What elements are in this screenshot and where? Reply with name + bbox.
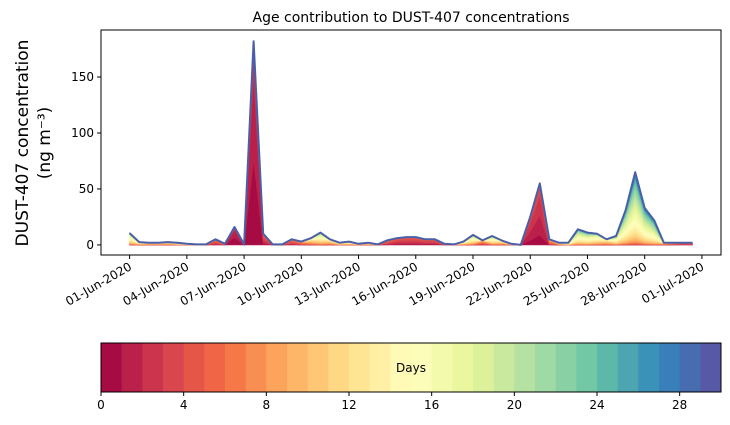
y-tick-label: 0 [86, 238, 94, 252]
colorbar-bin-20 [514, 343, 536, 392]
colorbar-bin-28 [679, 343, 701, 392]
area-layer-age-25 [129, 41, 693, 246]
area-layer-age-24 [129, 41, 693, 246]
colorbar-tick-label: 20 [507, 398, 522, 412]
plot-frame [100, 29, 722, 256]
area-layer-age-21 [129, 41, 693, 246]
stacked-areas [128, 40, 693, 246]
colorbar-bin-17 [452, 343, 474, 392]
colorbar-bin-22 [555, 343, 577, 392]
total-concentration-line [128, 40, 693, 246]
colorbar-bin-14 [390, 343, 412, 392]
y-tick-label: 150 [71, 70, 94, 84]
area-layer-age-3 [129, 41, 693, 246]
area-layer-age-17 [129, 41, 693, 246]
area-layer-age-14 [129, 41, 693, 246]
y-tick-label: 50 [79, 182, 94, 196]
area-layer-age-12 [129, 41, 693, 246]
area-layer-age-6 [129, 41, 693, 246]
area-layer-age-26 [129, 41, 693, 246]
colorbar-tick-label: 28 [672, 398, 687, 412]
colorbar-frame [100, 342, 722, 393]
area-layer-age-15 [129, 41, 693, 246]
colorbar-bin-24 [597, 343, 619, 392]
y-axis-label-line1: DUST-407 concentration [13, 40, 33, 247]
colorbar-bin-7 [245, 343, 267, 392]
x-axis-ticks: 01-Jun-202004-Jun-202007-Jun-202010-Jun-… [63, 255, 706, 309]
area-layer-age-19 [129, 41, 693, 246]
area-layer-age-8 [129, 41, 693, 246]
y-axis-ticks: 0 50 100 150 [71, 70, 101, 252]
colorbar-bin-6 [225, 343, 247, 392]
colorbar-bin-2 [142, 343, 164, 392]
colorbar-bin-8 [266, 343, 288, 392]
colorbar-bin-3 [163, 343, 185, 392]
colorbar-bin-15 [411, 343, 433, 392]
colorbar-bin-29 [700, 343, 722, 392]
area-layer-age-4 [129, 41, 693, 246]
area-layer-age-9 [129, 41, 693, 246]
area-layer-age-18 [129, 41, 693, 246]
colorbar-tick-label: 0 [97, 398, 105, 412]
colorbar-label: Days [396, 361, 426, 375]
chart-title: Age contribution to DUST-407 concentrati… [253, 10, 570, 26]
area-layer-age-28 [129, 41, 693, 246]
colorbar-bin-23 [576, 343, 598, 392]
colorbar-bin-16 [431, 343, 453, 392]
colorbar-tick-label: 8 [263, 398, 271, 412]
colorbar-bin-21 [535, 343, 557, 392]
colorbar-bin-0 [101, 343, 123, 392]
x-tick-label: 01-Jul-2020 [639, 259, 706, 306]
colorbar-bin-27 [659, 343, 681, 392]
colorbar-bin-26 [638, 343, 660, 392]
area-layer-age-11 [129, 41, 693, 246]
area-layer-age-1 [129, 76, 693, 246]
colorbar-tick-label: 4 [180, 398, 188, 412]
y-axis-label-line2: (ng m⁻³) [35, 107, 55, 180]
colorbar-tick-label: 24 [589, 398, 604, 412]
area-layer-age-13 [129, 41, 693, 246]
colorbar-bin-11 [328, 343, 350, 392]
colorbar-bin-10 [307, 343, 329, 392]
colorbar-bin-13 [369, 343, 391, 392]
colorbar-bin-5 [204, 343, 226, 392]
colorbar-bin-18 [473, 343, 495, 392]
area-layer-age-16 [129, 41, 693, 246]
area-layer-age-5 [129, 41, 693, 246]
area-layer-age-27 [129, 41, 693, 246]
area-layer-age-2 [129, 45, 693, 246]
colorbar-tick-label: 12 [341, 398, 356, 412]
colorbar-bin-4 [183, 343, 205, 392]
colorbar [101, 343, 722, 392]
colorbar-bin-25 [617, 343, 639, 392]
area-layer-age-20 [129, 41, 693, 246]
colorbar-bin-1 [121, 343, 143, 392]
area-layer-age-7 [129, 41, 693, 246]
area-layer-age-23 [129, 41, 693, 246]
area-layer-age-10 [129, 41, 693, 246]
y-tick-label: 100 [71, 126, 94, 140]
y-axis-label: DUST-407 concentration (ng m⁻³) [13, 40, 55, 247]
colorbar-bin-12 [349, 343, 371, 392]
colorbar-bin-19 [493, 343, 515, 392]
colorbar-tick-label: 16 [424, 398, 439, 412]
colorbar-ticks: 0 4 8 12 16 20 24 28 [97, 392, 687, 412]
colorbar-bin-9 [287, 343, 309, 392]
area-layer-age-29 [129, 41, 693, 246]
area-layer-age-22 [129, 41, 693, 246]
area-layer-age-0 [129, 160, 693, 246]
